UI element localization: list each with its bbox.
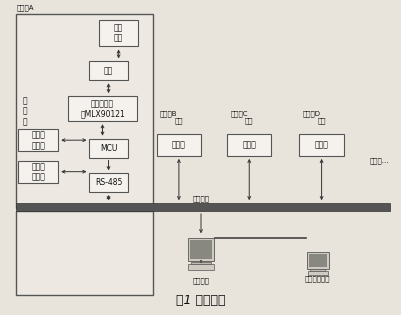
Bar	[68, 96, 136, 121]
Text: 巡更点C: 巡更点C	[230, 110, 247, 117]
Text: 图1 系统框图: 图1 系统框图	[176, 294, 225, 307]
Bar	[310, 269, 324, 271]
Text: 刷卡: 刷卡	[316, 117, 325, 123]
Text: 电子
标签: 电子 标签	[113, 23, 123, 43]
Text: 巡更点A: 巡更点A	[17, 4, 34, 11]
Text: 读写器: 读写器	[172, 140, 185, 149]
Text: 巡更管理终端: 巡更管理终端	[304, 276, 330, 282]
Text: 巡更点B: 巡更点B	[160, 110, 177, 117]
Bar	[89, 139, 128, 158]
Text: 巡更点D: 巡更点D	[302, 110, 320, 117]
Bar	[188, 238, 213, 261]
Bar	[89, 173, 128, 192]
Text: 刷卡: 刷卡	[174, 117, 183, 123]
Bar	[16, 211, 152, 295]
Bar	[190, 240, 211, 259]
Bar	[307, 271, 327, 275]
Text: 天线: 天线	[103, 66, 113, 75]
Bar	[16, 14, 152, 208]
Text: RS-485: RS-485	[95, 178, 122, 187]
Bar	[188, 264, 213, 270]
Text: 读
写
器: 读 写 器	[22, 96, 27, 126]
Bar	[227, 134, 271, 156]
Bar	[190, 262, 211, 264]
Text: 射频收发模
块MLX90121: 射频收发模 块MLX90121	[80, 99, 125, 118]
Text: MCU: MCU	[99, 144, 117, 152]
Text: 总线控制: 总线控制	[192, 195, 209, 202]
Bar	[99, 20, 138, 46]
Bar	[299, 134, 343, 156]
Bar	[89, 61, 128, 80]
Text: 读写器: 读写器	[314, 140, 328, 149]
Text: 巡更点...: 巡更点...	[369, 158, 389, 164]
Bar	[308, 254, 326, 267]
Bar	[18, 129, 58, 151]
Text: 报警控
制电路: 报警控 制电路	[31, 162, 45, 181]
Text: 刷卡: 刷卡	[244, 117, 253, 123]
Text: 中央平台: 中央平台	[192, 277, 209, 284]
Bar	[156, 134, 200, 156]
Text: 显示控
制电路: 显示控 制电路	[31, 130, 45, 150]
Bar	[18, 161, 58, 183]
Text: 读写器: 读写器	[242, 140, 255, 149]
Bar	[16, 203, 389, 211]
Bar	[306, 252, 328, 269]
